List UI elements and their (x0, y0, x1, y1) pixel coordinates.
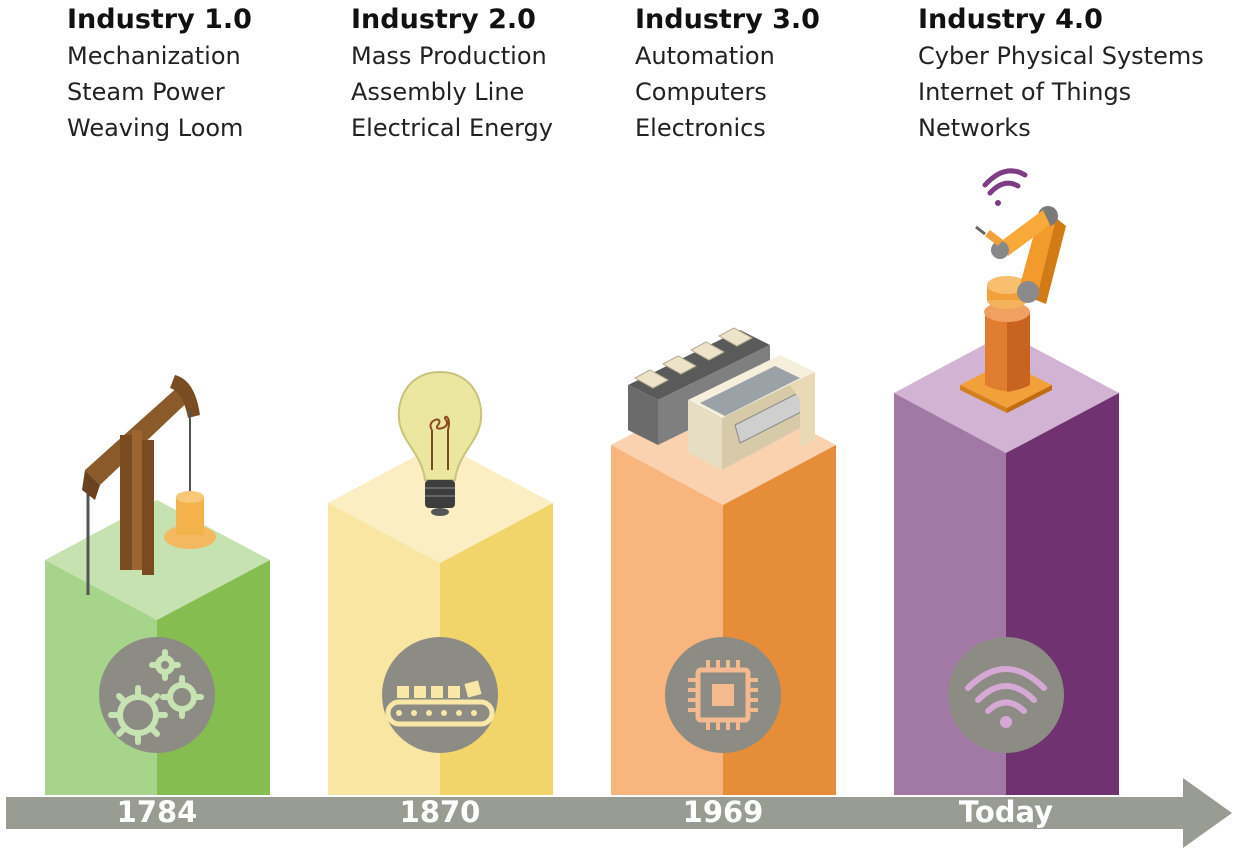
stage-1-item-1: Mechanization (67, 42, 241, 70)
year-label-2: 1870 (399, 795, 481, 829)
microchip-icon (665, 637, 781, 753)
stage-3-item-2: Computers (635, 78, 767, 106)
stage-4-item-2: Internet of Things (918, 78, 1132, 106)
conveyor-belt-icon (382, 637, 498, 753)
stage-2-title: Industry 2.0 (351, 4, 536, 35)
year-label-4: Today (958, 795, 1054, 829)
robot-wifi-signal (982, 168, 1028, 206)
stage-4-item-3: Networks (918, 114, 1031, 142)
stage-1-item-2: Steam Power (67, 78, 225, 106)
pillar-top-1 (45, 500, 270, 620)
stage-2-text: Industry 2.0 Mass Production Assembly Li… (351, 0, 641, 146)
stage-1-text: Industry 1.0 Mechanization Steam Power W… (67, 0, 357, 146)
stage-4-title: Industry 4.0 (918, 4, 1103, 35)
robot-arm-illustration (960, 206, 1066, 413)
year-label-3: 1969 (682, 795, 764, 829)
wifi-icon (948, 637, 1064, 753)
timeline-arrow (6, 778, 1232, 848)
stage-2-item-3: Electrical Energy (351, 114, 553, 142)
stage-3-text: Industry 3.0 Automation Computers Electr… (635, 0, 925, 146)
steam-pump-illustration (82, 375, 216, 595)
stage-2-item-1: Mass Production (351, 42, 547, 70)
gears-icon (99, 637, 215, 753)
stage-4-text: Industry 4.0 Cyber Physical Systems Inte… (918, 0, 1228, 146)
stage-2-item-2: Assembly Line (351, 78, 525, 106)
stage-1-title: Industry 1.0 (67, 4, 252, 35)
stage-3-item-3: Electronics (635, 114, 766, 142)
stage-1-item-3: Weaving Loom (67, 114, 244, 142)
stage-4-item-1: Cyber Physical Systems (918, 42, 1204, 70)
computer-console-illustration (628, 327, 815, 470)
stage-3-title: Industry 3.0 (635, 4, 820, 35)
light-bulb-illustration (397, 370, 483, 516)
year-label-1: 1784 (116, 795, 198, 829)
stage-3-item-1: Automation (635, 42, 775, 70)
